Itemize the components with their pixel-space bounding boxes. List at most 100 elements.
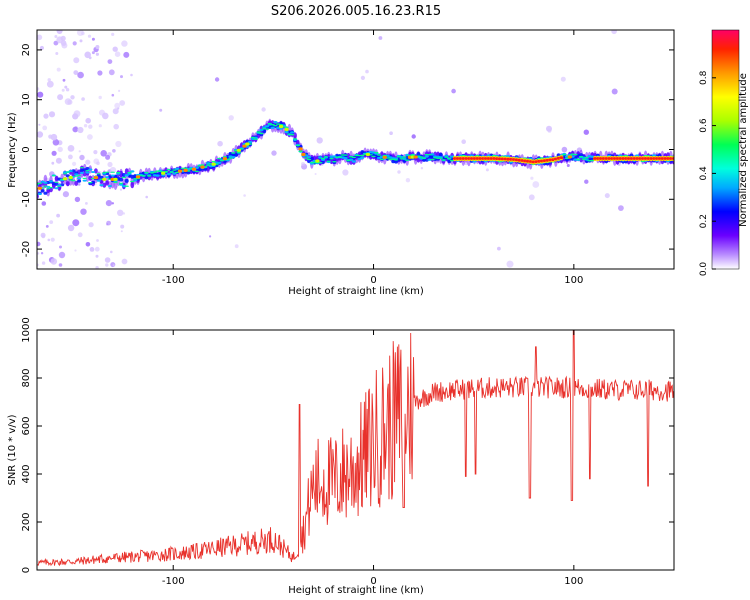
ridge-mark <box>438 157 443 159</box>
noise-speckle <box>40 252 44 255</box>
x-tick-label: -100 <box>162 275 185 286</box>
noise-speckle <box>57 146 63 153</box>
noise-speckle <box>611 88 618 95</box>
ridge-mark <box>376 154 382 156</box>
ridge-mark <box>405 159 410 161</box>
noise-speckle <box>451 88 456 94</box>
ridge-mark <box>79 171 84 174</box>
noise-speckle <box>80 208 87 215</box>
noise-speckle <box>68 154 73 160</box>
noise-speckle <box>85 117 91 124</box>
noise-speckle <box>78 150 81 153</box>
noise-speckle <box>96 239 99 242</box>
ridge-mark <box>99 175 104 179</box>
snr-series-line <box>37 330 674 567</box>
ridge-mark <box>85 170 90 172</box>
noise-speckle <box>122 212 126 215</box>
ridge-mark <box>121 176 127 179</box>
ridge-mark <box>346 159 351 162</box>
noise-speckle <box>64 98 72 105</box>
ridge-mark <box>74 180 79 186</box>
ridge-mark <box>651 154 657 157</box>
ridge-mark <box>107 185 112 187</box>
ridge-mark <box>68 170 73 172</box>
ridge-mark <box>96 173 101 175</box>
ridge-mark <box>200 164 205 166</box>
noise-speckle <box>532 181 540 188</box>
y-tick-label: 1000 <box>21 317 32 342</box>
noise-speckle <box>89 247 95 252</box>
ridge-mark <box>491 154 497 157</box>
ridge-mark <box>318 162 323 164</box>
ridge-mark <box>99 184 104 187</box>
noise-speckle <box>38 123 41 126</box>
noise-speckle <box>159 108 163 112</box>
ridge-mark <box>51 175 56 177</box>
ridge-mark <box>430 158 435 161</box>
noise-speckle <box>77 183 81 186</box>
ridge-mark <box>259 132 264 135</box>
ridge-mark <box>65 171 71 173</box>
ridge-mark <box>105 176 110 179</box>
noise-speckle <box>485 168 489 172</box>
ridge-blob <box>284 127 289 132</box>
noise-speckle <box>77 232 83 238</box>
noise-speckle <box>121 258 128 265</box>
ridge-mark <box>371 155 376 158</box>
noise-speckle <box>112 149 116 153</box>
noise-speckle <box>61 88 65 92</box>
noise-speckle <box>618 205 624 212</box>
colorbar-tick-label: 0.8 <box>699 70 709 85</box>
ridge-mark <box>292 138 298 140</box>
ridge-mark <box>147 175 152 177</box>
ridge-blob <box>236 148 242 152</box>
ridge-mark <box>74 175 79 177</box>
noise-speckle <box>47 238 51 242</box>
noise-speckle <box>43 113 49 119</box>
noise-speckle <box>111 32 115 37</box>
y-tick-label: 0 <box>21 146 32 152</box>
noise-speckle <box>113 123 119 130</box>
noise-speckle <box>100 150 107 157</box>
noise-speckle <box>87 34 92 38</box>
ridge-mark <box>360 156 365 159</box>
noise-speckle <box>46 80 54 88</box>
noise-speckle <box>85 159 91 165</box>
ridge-mark <box>250 136 256 139</box>
ridge-mark <box>183 167 188 169</box>
x-tick-label: 100 <box>564 275 583 286</box>
snr-marks <box>37 330 674 567</box>
noise-speckle <box>51 150 57 156</box>
noise-speckle <box>111 202 115 205</box>
noise-speckle <box>98 95 102 100</box>
noise-speckle <box>49 220 54 225</box>
noise-speckle <box>420 167 424 170</box>
ridge-blob <box>222 157 228 161</box>
ridge-mark <box>427 158 432 161</box>
ridge-mark <box>113 181 118 184</box>
ridge-mark <box>421 157 427 160</box>
x-tick-label: -100 <box>162 576 185 587</box>
ridge-blob <box>211 162 216 166</box>
ridge-mark <box>253 138 258 140</box>
ridge-mark <box>449 160 455 162</box>
ridge-mark <box>447 159 452 164</box>
noise-speckle <box>99 109 105 116</box>
ridge-mark <box>236 151 242 154</box>
ridge-mark <box>581 158 587 160</box>
noise-speckle <box>57 94 64 101</box>
noise-speckle <box>120 75 123 79</box>
noise-speckle <box>56 213 60 218</box>
ridge-mark <box>124 178 129 183</box>
noise-speckle <box>497 246 501 251</box>
noise-speckle <box>110 262 116 268</box>
noise-speckle <box>378 36 383 40</box>
y-tick-label: 0 <box>21 567 32 573</box>
ridge-mark <box>110 171 115 173</box>
noise-speckle <box>506 260 514 268</box>
ridge-peak <box>671 157 674 160</box>
ridge-mark <box>264 125 270 128</box>
noise-speckle <box>37 87 40 91</box>
noise-speckle <box>261 107 266 112</box>
ridge-mark <box>234 152 239 157</box>
